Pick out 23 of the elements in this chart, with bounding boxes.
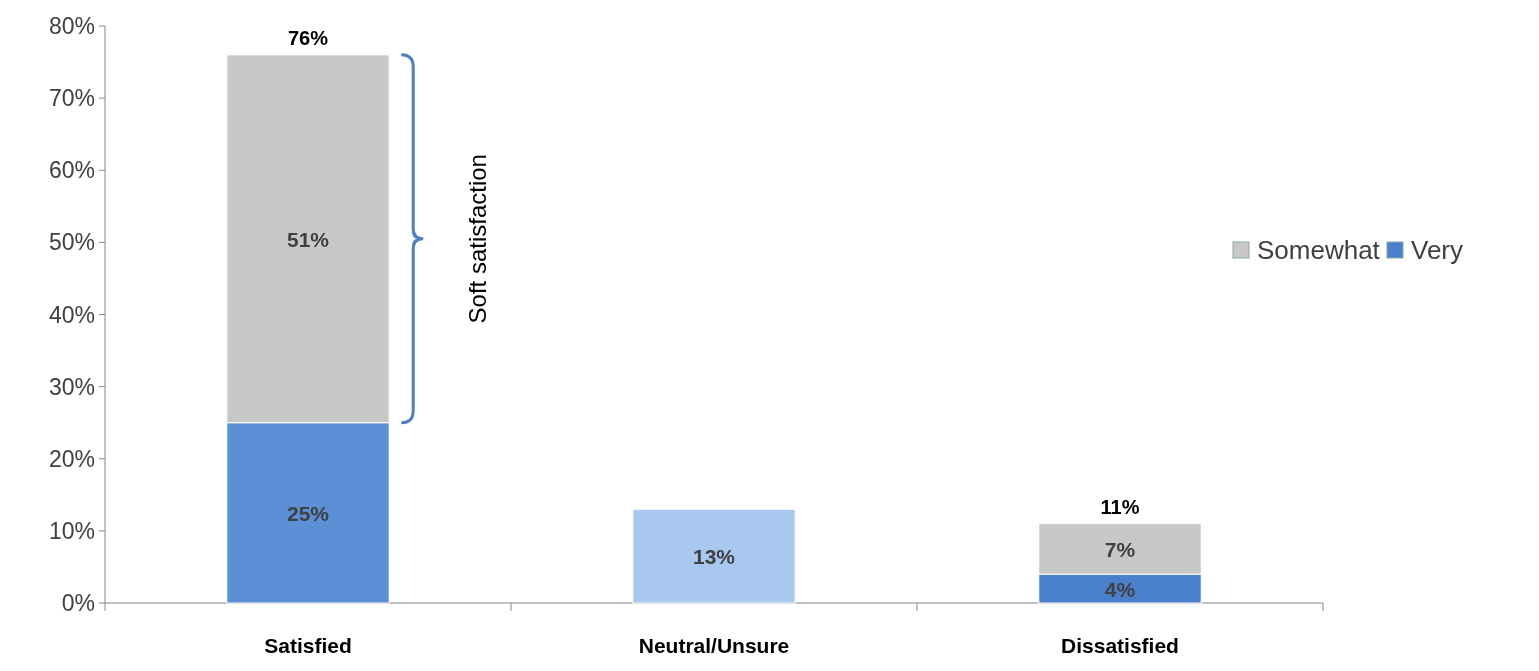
total-label: 11% xyxy=(1100,495,1140,518)
y-tick-label: 20% xyxy=(48,445,95,472)
x-tick-label: Dissatisfied xyxy=(1061,634,1179,657)
annotation: Soft satisfaction xyxy=(464,154,492,324)
y-tick-label: 30% xyxy=(48,373,95,400)
x-tick-label: Neutral/Unsure xyxy=(638,634,790,657)
bar xyxy=(632,508,796,604)
legend-label: Very xyxy=(1411,235,1464,265)
data-label: 51% xyxy=(286,227,330,251)
y-tick-label: 10% xyxy=(48,517,95,544)
y-tick-label: 50% xyxy=(48,229,95,256)
data-label: 25% xyxy=(286,501,330,525)
data-label: 7% xyxy=(1104,537,1136,561)
y-tick-label: 80% xyxy=(48,13,95,39)
x-tick-label: Satisfied xyxy=(264,634,352,657)
data-label: 4% xyxy=(1104,577,1136,601)
y-tick-label: 70% xyxy=(48,85,95,112)
y-tick-label: 0% xyxy=(61,590,95,616)
legend-label: Somewhat xyxy=(1257,235,1381,265)
y-tick-label: 40% xyxy=(48,301,95,328)
data-label: 13% xyxy=(692,545,736,569)
total-label: 76% xyxy=(287,26,329,49)
y-tick-label: 60% xyxy=(48,157,95,184)
